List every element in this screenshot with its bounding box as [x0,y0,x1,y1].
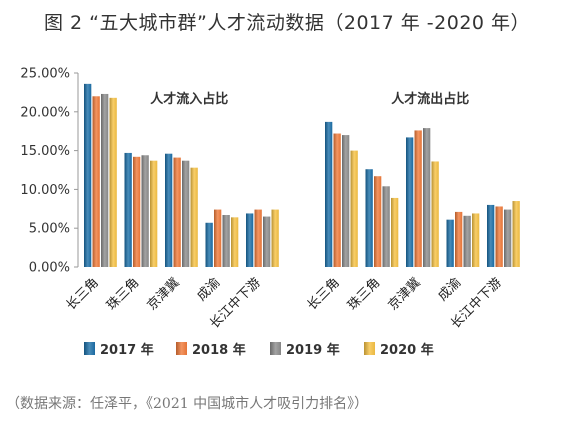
bar [231,217,239,267]
bar [246,213,254,267]
y-tick-label: 10.00% [20,183,70,198]
bar [205,222,213,267]
category-label: 长三角 [64,275,102,313]
legend-swatch [270,342,281,355]
bar [365,169,373,267]
legend-swatch [364,342,375,355]
bar [109,97,117,267]
bar [325,121,333,267]
legend-swatch [176,342,187,355]
legend-label: 2018 年 [192,342,246,358]
bar [182,160,190,267]
bar [463,215,471,267]
bar [472,213,480,267]
bar [92,96,100,267]
y-tick-label: 5.00% [29,222,70,237]
category-label: 长三角 [305,275,343,313]
bar [350,150,358,267]
bar [222,215,230,267]
bar [446,219,454,267]
group-labels: 人才流入占比 人才流出占比 [150,91,469,107]
bar [342,135,350,267]
y-axis: 0.00% 5.00% 10.00% 15.00% 20.00% 25.00% [20,67,79,276]
bar [374,176,382,267]
bar [141,155,149,267]
legend-label: 2020 年 [380,342,434,358]
bar [124,152,132,267]
legend: 2017 年 2018 年 2019 年 2020 年 [84,342,434,358]
category-label: 珠三角 [345,275,383,313]
bar [165,153,173,267]
category-label: 珠三角 [104,275,142,313]
category-label: 京津冀 [144,275,183,314]
bar [414,130,422,267]
bar [254,209,262,267]
bar [150,160,158,267]
bar [504,209,512,267]
bar [271,209,279,267]
legend-label: 2019 年 [286,342,340,358]
bar [214,209,222,267]
bar [431,161,439,267]
y-tick-label: 20.00% [20,105,70,120]
category-label: 成渝 [435,275,465,305]
bar [333,133,341,267]
y-tick-label: 15.00% [20,144,70,159]
bar [455,211,463,267]
bar [382,186,390,267]
y-tick-label: 0.00% [29,261,70,276]
source-note: （数据来源：任泽平，《2021 中国城市人才吸引力排名》） [6,396,369,412]
bar [391,197,399,267]
bar [101,93,109,268]
bar [512,201,520,267]
y-tick-label: 25.00% [20,67,70,82]
chart-title: 图 2 “五大城市群”人才流动数据（2017 年 -2020 年） [44,12,531,34]
bar [263,216,271,267]
group-label: 人才流入占比 [150,91,228,107]
bar [133,156,141,267]
bar [84,83,92,267]
bar [173,157,181,267]
bar [406,137,414,267]
bar [423,128,431,267]
legend-label: 2017 年 [100,342,154,358]
legend-swatch [84,342,95,355]
category-label: 成渝 [194,275,224,305]
bar [487,204,495,267]
bar [190,167,198,267]
category-label: 京津冀 [385,275,424,314]
bar [495,206,503,267]
bars [84,83,520,268]
group-label: 人才流出占比 [391,91,469,107]
